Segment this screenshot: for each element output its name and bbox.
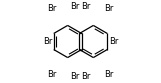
Text: Br: Br [81,2,90,11]
Text: Br: Br [109,37,118,46]
Text: Br: Br [47,70,57,79]
Text: Br: Br [71,2,80,11]
Text: Br: Br [71,72,80,81]
Text: Br: Br [81,72,90,81]
Text: Br: Br [43,37,52,46]
Text: Br: Br [104,70,114,79]
Text: Br: Br [47,4,57,13]
Text: Br: Br [104,4,114,13]
